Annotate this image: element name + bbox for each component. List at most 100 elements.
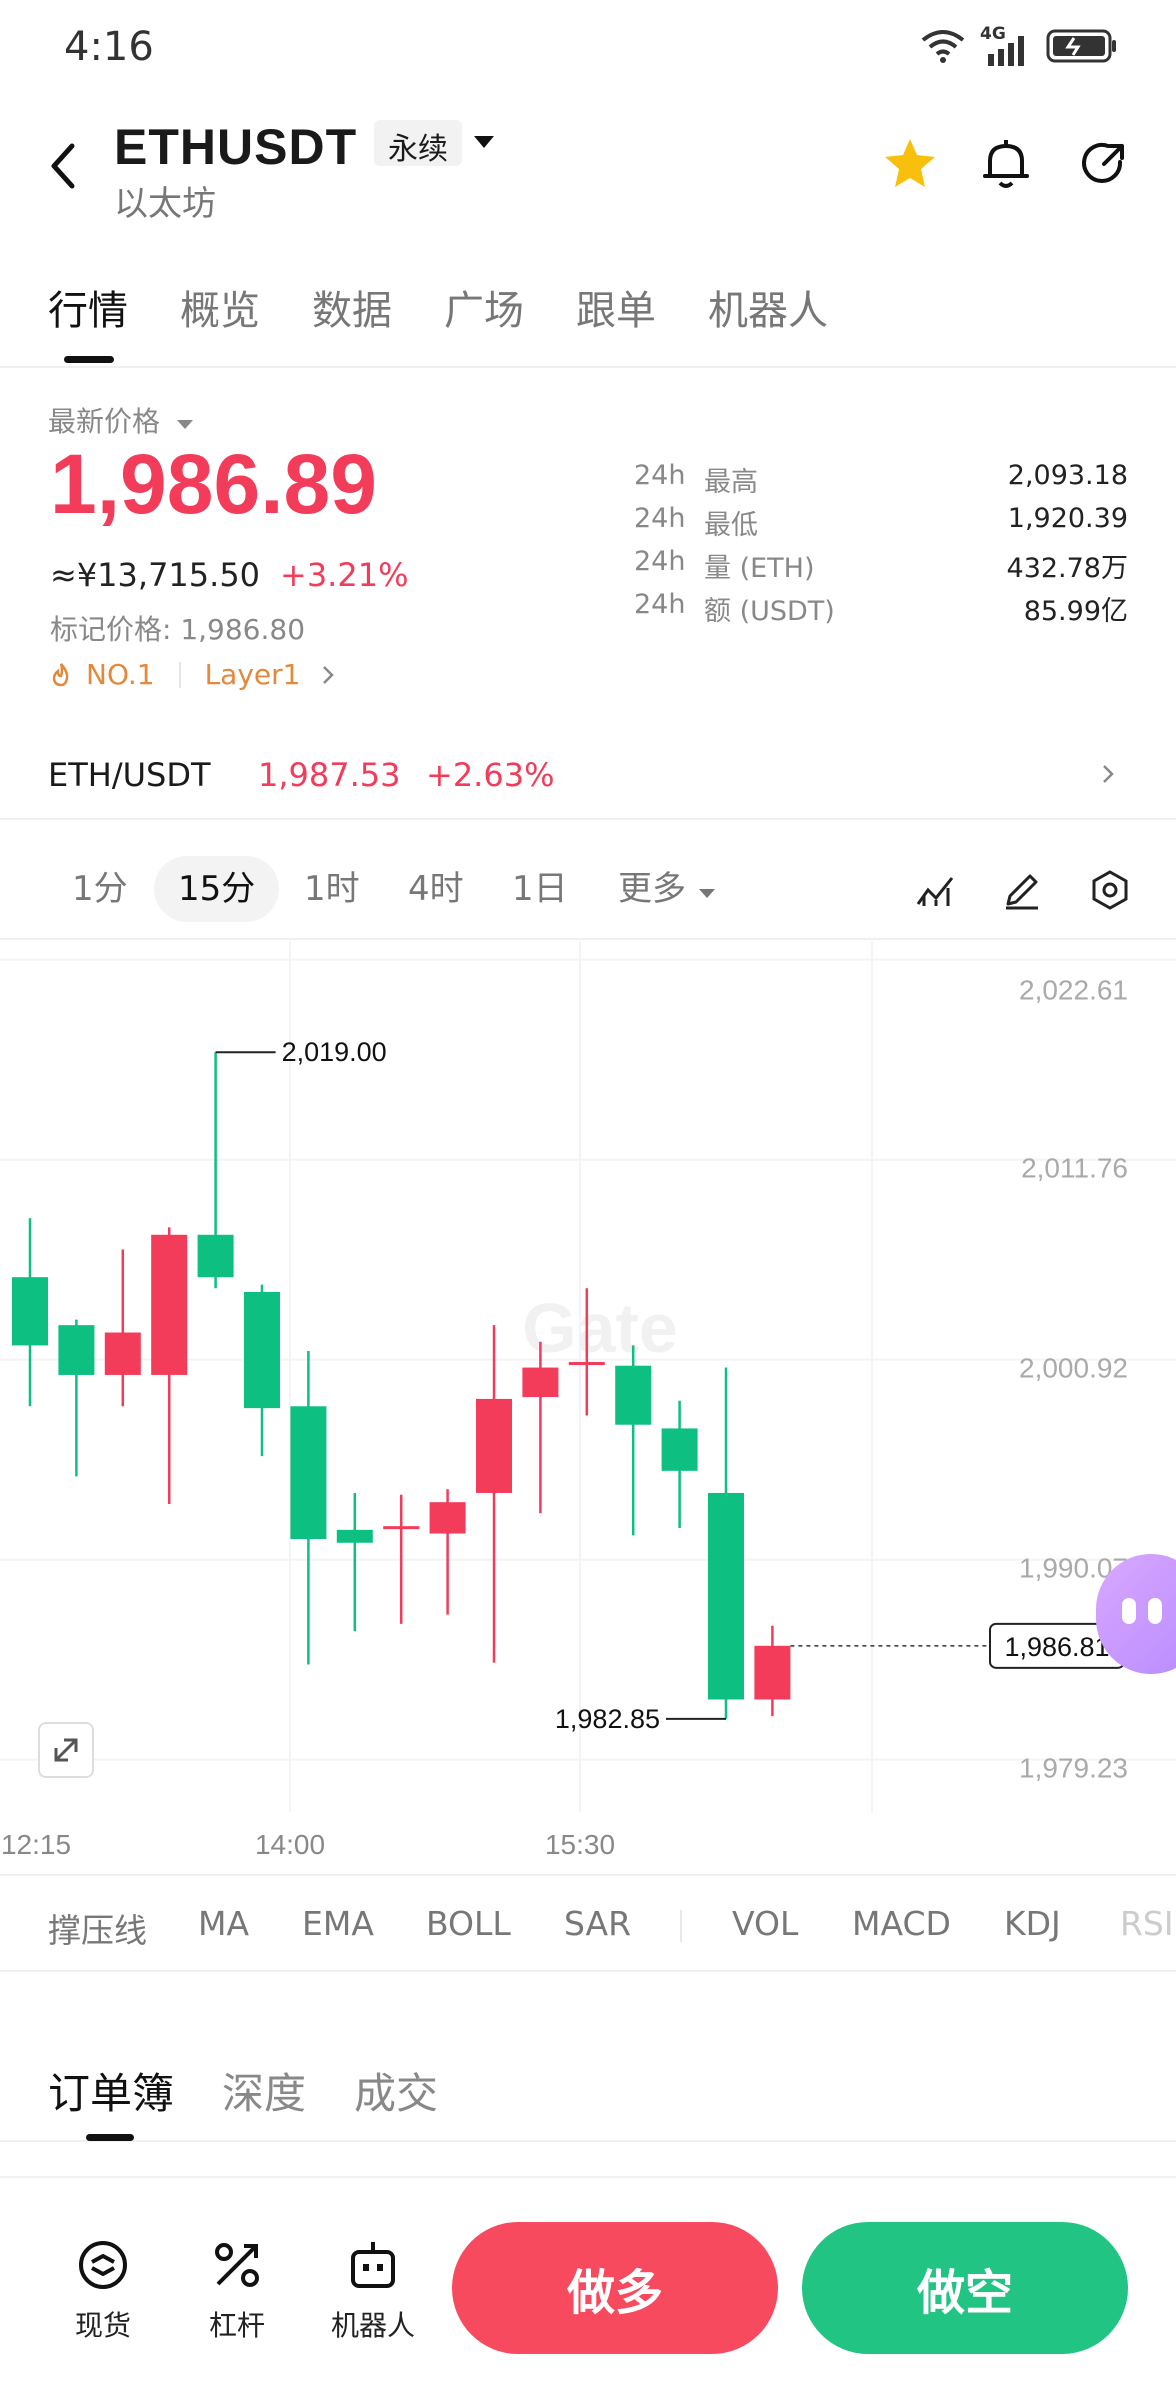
tab-market[interactable]: 行情 [48, 288, 128, 334]
candle-body [244, 1291, 280, 1409]
margin-percent-icon [215, 2243, 259, 2287]
stat-row-turnover: 24h 额 (USDT) 85.99亿 [634, 589, 1128, 632]
contract-type-badge: 永续 [374, 120, 462, 167]
stat-period: 24h [634, 589, 686, 620]
fullscreen-button[interactable] [38, 1722, 94, 1778]
interval-1m[interactable]: 1分 [72, 869, 128, 909]
indicator-sar[interactable]: SAR [564, 1904, 632, 1943]
indicator-ema[interactable]: EMA [302, 1904, 374, 1943]
robot-icon [351, 2242, 395, 2288]
tag-divider [178, 661, 181, 688]
y-axis-tick-label: 2,011.76 [1021, 1153, 1128, 1184]
asset-name: 以太坊 [114, 184, 216, 224]
chevron-right-icon[interactable] [318, 663, 338, 687]
candle-body [568, 1362, 605, 1366]
candle [661, 1400, 698, 1528]
nav-margin[interactable]: 杠杆 [182, 2236, 292, 2344]
spot-pair-row[interactable]: ETH/USDT 1,987.53 +2.63% [0, 730, 1176, 820]
candle [476, 1325, 512, 1663]
interval-more[interactable]: 更多 [594, 856, 741, 922]
stat-period: 24h [634, 503, 686, 534]
candle-body [661, 1428, 698, 1471]
chart-settings-icon[interactable] [1088, 868, 1132, 912]
candle-body [383, 1526, 420, 1530]
indicator-vol[interactable]: VOL [732, 1904, 799, 1943]
candle-body [151, 1234, 188, 1375]
mark-price: 标记价格: 1,986.80 [50, 613, 306, 646]
indicator-kdj[interactable]: KDJ [1004, 1904, 1061, 1943]
tab-square[interactable]: 广场 [444, 288, 524, 334]
tags-row: NO.1 Layer1 [50, 658, 338, 691]
stat-name: 最低 [704, 510, 758, 541]
latest-price-label[interactable]: 最新价格 [48, 400, 195, 440]
stat-value: 1,920.39 [1007, 503, 1128, 534]
short-button[interactable]: 做空 [802, 2222, 1128, 2354]
flame-icon [52, 662, 69, 686]
indicator-bar: 撑压线 MA EMA BOLL SAR VOL MACD KDJ RSI [0, 1874, 1176, 1972]
back-arrow-icon[interactable] [40, 136, 90, 196]
nav-bots[interactable]: 机器人 [318, 2236, 428, 2344]
indicator-boll[interactable]: BOLL [426, 1904, 511, 1943]
interval-1d[interactable]: 1日 [512, 869, 568, 909]
stat-row-low: 24h 最低 1,920.39 [634, 503, 1128, 546]
spot-pair-name: ETH/USDT [48, 756, 211, 794]
tab-trades[interactable]: 成交 [354, 2069, 439, 2118]
interval-15m[interactable]: 15分 [154, 856, 280, 922]
candle [615, 1345, 652, 1536]
y-axis-tick-label: 1,979.23 [1019, 1753, 1128, 1784]
bottom-action-bar: 现货 杠杆 机器人 做多 做空 [0, 2176, 1176, 2400]
nav-spot[interactable]: 现货 [48, 2236, 158, 2344]
tab-depth[interactable]: 深度 [222, 2069, 307, 2118]
indicator-ma[interactable]: MA [198, 1904, 250, 1943]
candle [429, 1489, 466, 1615]
candle-body [429, 1502, 466, 1534]
candlestick-chart[interactable]: Gate 2,022.61 2,011.76 2,000.92 1,990.07 1,9… [0, 942, 1176, 1872]
tab-overview[interactable]: 概览 [180, 288, 260, 334]
spot-pair-change: +2.63% [426, 756, 555, 794]
expand-icon [54, 1738, 78, 1762]
network-type: 4G [980, 24, 1006, 44]
price-change-percent: +3.21% [280, 556, 409, 594]
current-price-label: 1,986.81 [1004, 1632, 1109, 1662]
indicator-support-resistance[interactable]: 撑压线 [48, 1911, 147, 1950]
interval-1h[interactable]: 1时 [304, 869, 360, 909]
long-button[interactable]: 做多 [452, 2222, 778, 2354]
indicator-chart-icon[interactable] [914, 870, 958, 910]
tab-orderbook[interactable]: 订单簿 [48, 2069, 175, 2118]
draw-pencil-icon[interactable] [1000, 868, 1044, 912]
caret-down-icon [698, 889, 715, 898]
chevron-right-icon[interactable] [1098, 760, 1118, 788]
tab-data[interactable]: 数据 [312, 288, 392, 334]
candle [104, 1249, 141, 1407]
nav-bots-label: 机器人 [330, 2309, 415, 2342]
candle-body [476, 1398, 512, 1493]
candle-body [104, 1332, 141, 1375]
stat-name: 最高 [704, 467, 758, 498]
stat-name: 额 (USDT) [704, 596, 835, 627]
stat-value: 85.99亿 [1023, 596, 1128, 627]
y-axis-tick-label: 2,022.61 [1019, 975, 1128, 1006]
candle [151, 1227, 188, 1505]
caret-down-icon [176, 420, 193, 429]
bell-alert-icon[interactable] [976, 134, 1036, 194]
category-tag[interactable]: Layer1 [204, 658, 301, 691]
low-price-label: 1,982.85 [555, 1704, 660, 1734]
last-price: 1,986.89 [50, 437, 377, 531]
spot-pair-price: 1,987.53 [258, 756, 401, 794]
indicator-rsi[interactable]: RSI [1120, 1904, 1174, 1943]
floating-assistant-bubble[interactable] [1096, 1554, 1176, 1674]
caret-down-icon[interactable] [472, 132, 496, 152]
candle [244, 1284, 280, 1457]
candle-body [290, 1406, 327, 1540]
share-icon[interactable] [1074, 134, 1134, 194]
chart-canvas[interactable]: Gate 2,022.612,011.762,000.921,990.071,9… [0, 942, 1176, 1872]
star-favorite-icon[interactable] [880, 134, 940, 194]
tab-copy-trade[interactable]: 跟单 [576, 288, 656, 334]
interval-4h[interactable]: 4时 [408, 869, 464, 909]
symbol-title[interactable]: ETHUSDT [114, 119, 358, 175]
rank-tag[interactable]: NO.1 [86, 658, 155, 691]
candle-body [754, 1645, 791, 1700]
candle-body [336, 1529, 373, 1543]
indicator-macd[interactable]: MACD [852, 1904, 951, 1943]
tab-bots[interactable]: 机器人 [708, 288, 828, 334]
